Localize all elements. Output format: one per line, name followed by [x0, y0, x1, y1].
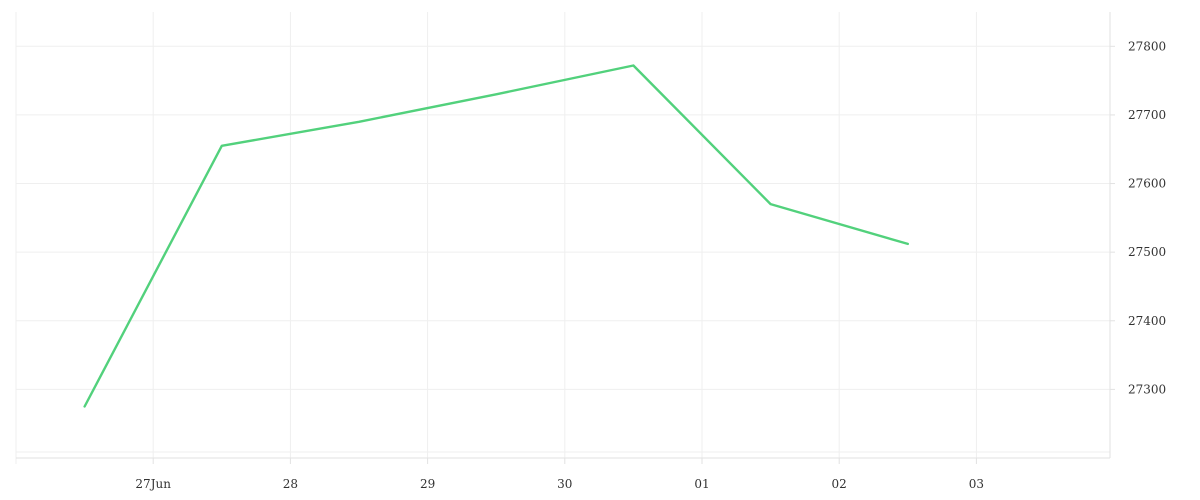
tick-labels: 27Jun 28 29 30 01 02 03 27300 27400 27500 27600 277…	[135, 39, 1166, 491]
x-tick-label: 27Jun	[135, 477, 171, 491]
x-tick-label: 30	[557, 477, 572, 491]
x-tick-label: 28	[283, 477, 298, 491]
x-tick-label: 02	[832, 477, 847, 491]
y-tick-label: 27400	[1128, 314, 1166, 328]
y-tick-label: 27800	[1128, 39, 1166, 53]
grid	[15, 12, 1110, 464]
axes	[16, 12, 1115, 464]
y-tick-label: 27500	[1128, 245, 1166, 259]
x-tick-label: 03	[969, 477, 984, 491]
y-tick-label: 27600	[1128, 177, 1166, 191]
x-tick-label: 29	[420, 477, 435, 491]
x-tick-label: 01	[694, 477, 709, 491]
series-group	[83, 64, 909, 408]
y-tick-label: 27300	[1128, 382, 1166, 396]
series-line	[83, 64, 909, 408]
y-tick-label: 27700	[1128, 108, 1166, 122]
